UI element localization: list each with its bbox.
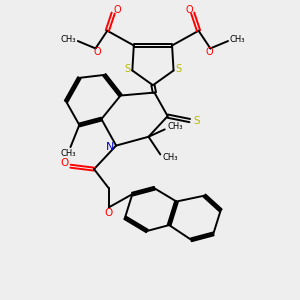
Text: S: S — [176, 64, 182, 74]
Text: CH₃: CH₃ — [61, 35, 76, 44]
Text: CH₃: CH₃ — [163, 153, 178, 162]
Text: O: O — [113, 5, 121, 15]
Text: O: O — [185, 5, 193, 15]
Text: CH₃: CH₃ — [60, 149, 76, 158]
Text: N: N — [106, 142, 114, 152]
Text: O: O — [93, 47, 101, 57]
Text: O: O — [105, 208, 113, 218]
Text: CH₃: CH₃ — [167, 122, 183, 131]
Text: S: S — [124, 64, 130, 74]
Text: O: O — [205, 47, 213, 57]
Text: CH₃: CH₃ — [230, 35, 245, 44]
Text: S: S — [194, 116, 200, 126]
Text: O: O — [60, 158, 68, 168]
